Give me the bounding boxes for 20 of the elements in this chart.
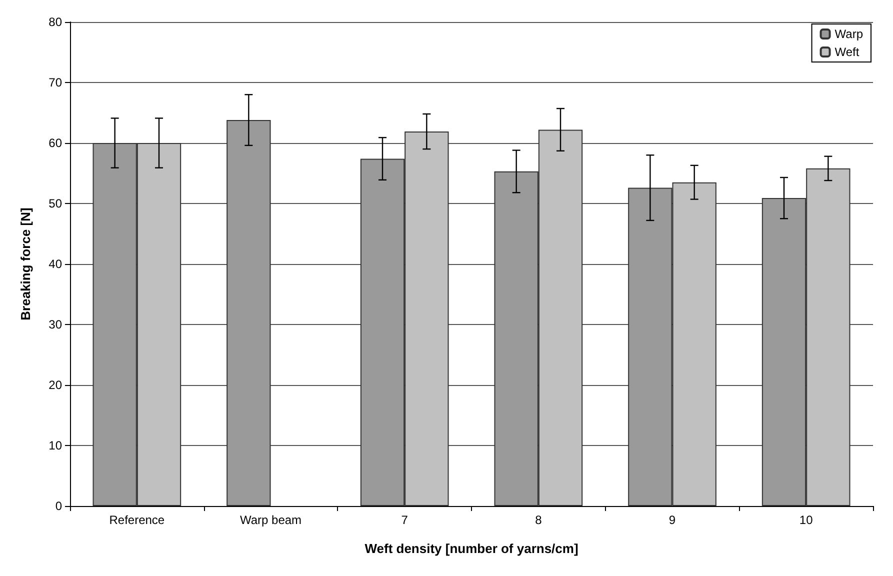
- x-tick-label: 10: [799, 513, 814, 527]
- y-tick-label: 30: [48, 318, 62, 332]
- y-tick-label: 70: [48, 76, 62, 90]
- y-axis-title: Breaking force [N]: [18, 208, 33, 320]
- x-tick-label: Reference: [109, 513, 165, 527]
- legend-label: Weft: [834, 45, 860, 59]
- y-tick-label: 60: [48, 136, 62, 150]
- bar: [226, 120, 271, 506]
- x-tick-label: 9: [668, 513, 676, 527]
- y-tick-label: 10: [48, 438, 62, 452]
- y-tick-label: 0: [55, 499, 62, 513]
- x-axis-title: Weft density [number of yarns/cm]: [364, 541, 578, 556]
- x-tick-label: 7: [401, 513, 408, 527]
- y-tick-label: 50: [48, 196, 62, 210]
- x-tick-label: 8: [535, 513, 542, 527]
- y-tick-label: 80: [48, 15, 62, 29]
- legend-label: Warp: [834, 27, 864, 41]
- x-tick-label: Warp beam: [240, 513, 302, 527]
- y-tick-label: 40: [48, 257, 62, 271]
- y-tick-label: 20: [48, 378, 62, 392]
